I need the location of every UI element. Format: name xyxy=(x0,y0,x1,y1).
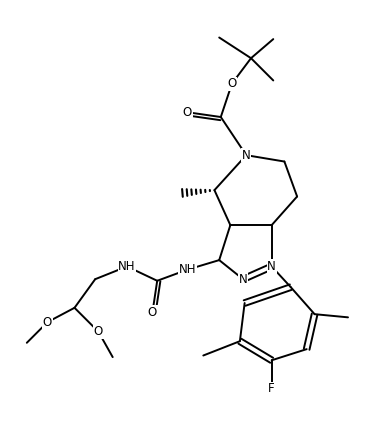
Text: NH: NH xyxy=(118,260,136,273)
Text: N: N xyxy=(242,149,251,162)
Text: O: O xyxy=(43,315,52,329)
Text: O: O xyxy=(148,306,157,319)
Text: NH: NH xyxy=(179,263,196,276)
Text: F: F xyxy=(268,382,275,395)
Text: O: O xyxy=(183,106,192,119)
Text: N: N xyxy=(267,260,276,273)
Text: O: O xyxy=(227,77,237,90)
Text: N: N xyxy=(239,273,248,285)
Text: O: O xyxy=(94,325,103,338)
